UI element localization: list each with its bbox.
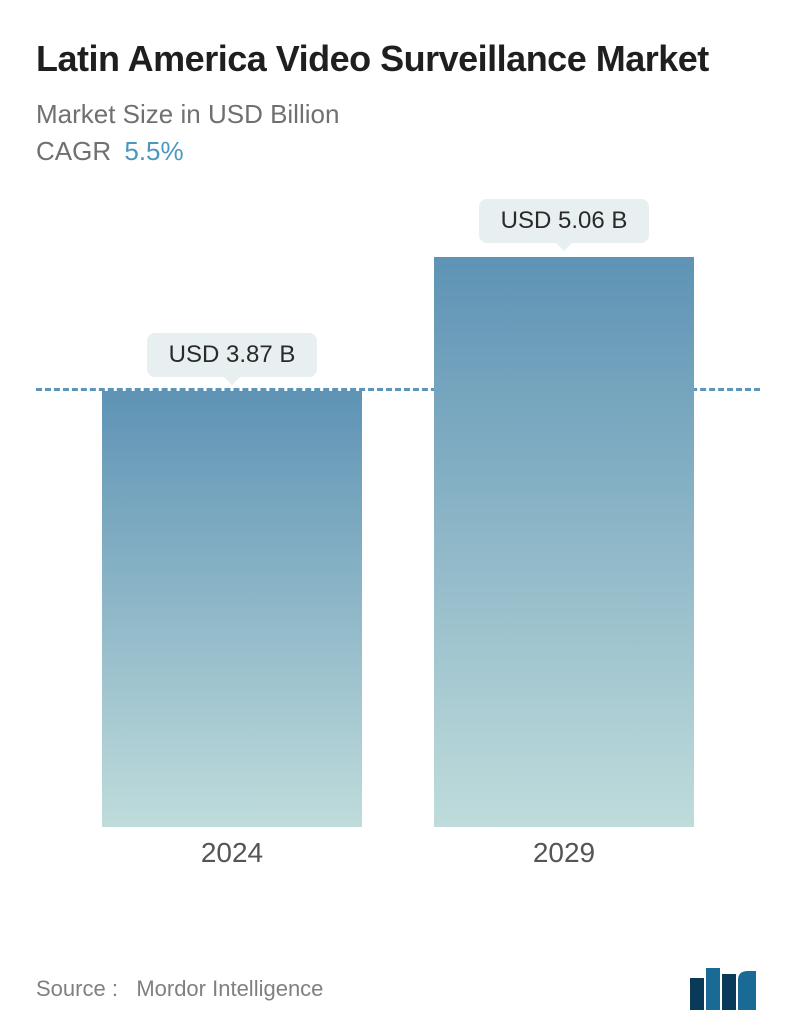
value-pill: USD 3.87 B <box>147 333 318 377</box>
chart-subtitle: Market Size in USD Billion <box>36 99 760 130</box>
mordor-logo-icon <box>690 968 760 1010</box>
x-axis-label: 2029 <box>434 827 694 877</box>
bar-slot: USD 3.87 B <box>102 333 362 827</box>
source-label: Source : <box>36 976 118 1001</box>
chart-title: Latin America Video Surveillance Market <box>36 36 760 81</box>
bar <box>434 257 694 827</box>
value-pill: USD 5.06 B <box>479 199 650 243</box>
cagr-label: CAGR <box>36 136 111 166</box>
chart-container: Latin America Video Surveillance Market … <box>0 0 796 1034</box>
source-name: Mordor Intelligence <box>136 976 323 1001</box>
chart-area: USD 3.87 B USD 5.06 B 2024 2029 <box>36 197 760 877</box>
source-text: Source : Mordor Intelligence <box>36 976 323 1002</box>
chart-footer: Source : Mordor Intelligence <box>36 968 760 1010</box>
bar-slot: USD 5.06 B <box>434 199 694 827</box>
bar <box>102 391 362 827</box>
bars-group: USD 3.87 B USD 5.06 B <box>36 197 760 827</box>
x-axis-labels: 2024 2029 <box>36 827 760 877</box>
cagr-value: 5.5% <box>124 136 183 166</box>
x-axis-label: 2024 <box>102 827 362 877</box>
cagr-line: CAGR 5.5% <box>36 136 760 167</box>
